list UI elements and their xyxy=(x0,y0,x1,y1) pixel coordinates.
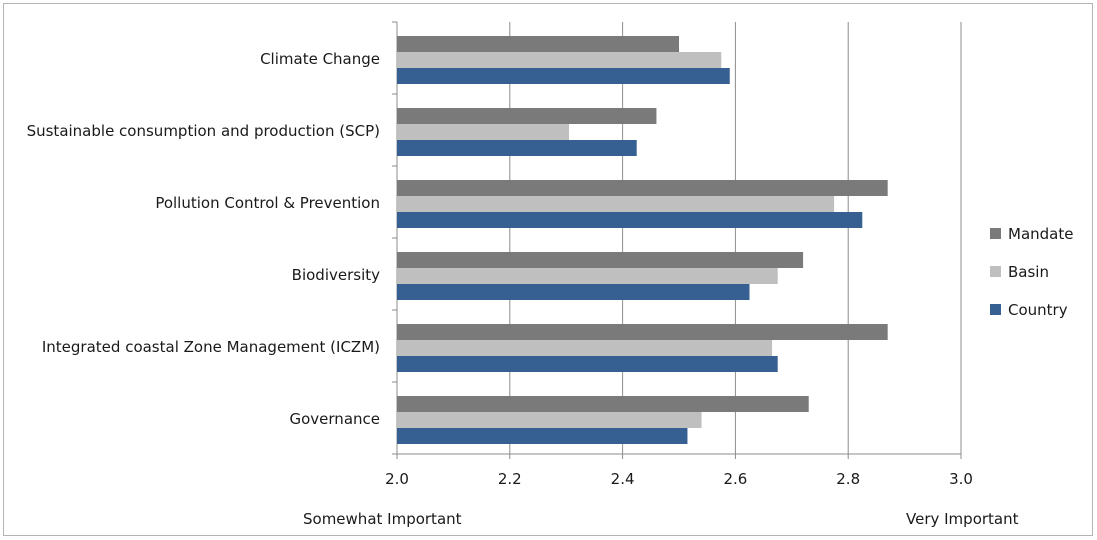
bar-mandate xyxy=(397,108,657,124)
category-label: Climate Change xyxy=(260,50,380,68)
bar-basin xyxy=(397,268,778,284)
bar-mandate xyxy=(397,36,679,52)
bar-country xyxy=(397,212,863,228)
category-label: Pollution Control & Prevention xyxy=(155,194,380,212)
legend-label-mandate: Mandate xyxy=(1008,225,1073,243)
legend-label-country: Country xyxy=(1008,301,1068,319)
bar-basin xyxy=(397,124,570,140)
x-right-end-label: Very Important xyxy=(906,510,1019,528)
bar-country xyxy=(397,284,750,300)
x-tick-label: 2.8 xyxy=(836,470,860,488)
x-tick-label: 2.4 xyxy=(611,470,635,488)
category-label: Sustainable consumption and production (… xyxy=(27,122,380,140)
bar-basin xyxy=(397,412,702,428)
bar-country xyxy=(397,68,730,84)
category-label: Integrated coastal Zone Management (ICZM… xyxy=(42,338,380,356)
legend-label-basin: Basin xyxy=(1008,263,1049,281)
bar-mandate xyxy=(397,252,804,268)
legend-swatch-country xyxy=(990,304,1001,315)
bar-basin xyxy=(397,196,835,212)
x-tick-label: 2.0 xyxy=(385,470,409,488)
x-tick-label: 3.0 xyxy=(949,470,973,488)
legend-swatch-mandate xyxy=(990,228,1001,239)
legend-swatch-basin xyxy=(990,266,1001,277)
category-label: Biodiversity xyxy=(292,266,380,284)
x-tick-label: 2.6 xyxy=(723,470,747,488)
bar-mandate xyxy=(397,324,888,340)
x-left-end-label: Somewhat Important xyxy=(303,510,462,528)
bar-country xyxy=(397,428,688,444)
bar-mandate xyxy=(397,396,809,412)
x-tick-label: 2.2 xyxy=(498,470,522,488)
bar-mandate xyxy=(397,180,888,196)
bar-basin xyxy=(397,52,722,68)
bar-country xyxy=(397,356,778,372)
bar-basin xyxy=(397,340,773,356)
bar-country xyxy=(397,140,637,156)
category-label: Governance xyxy=(290,410,381,428)
